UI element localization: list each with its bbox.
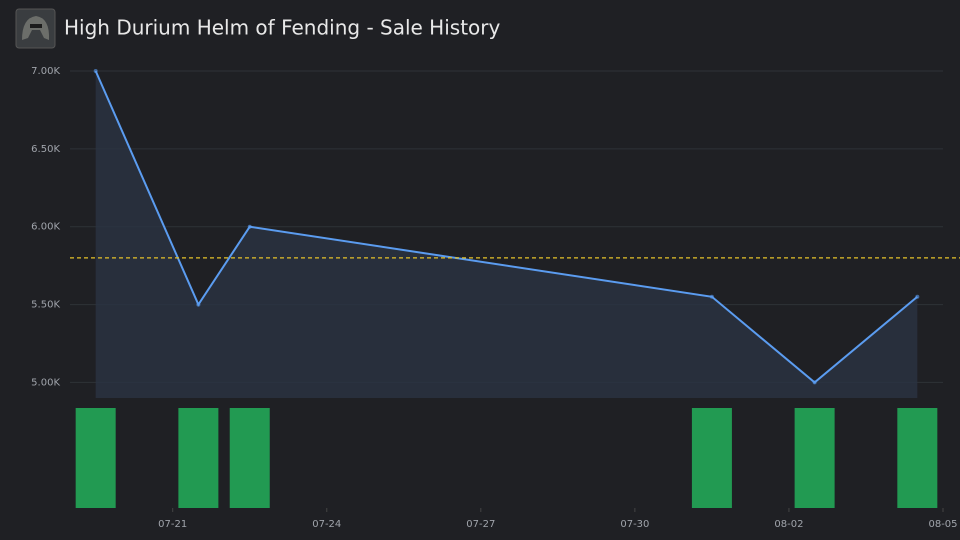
x-tick-label: 08-02 <box>774 519 803 530</box>
y-tick-label: 5.00K <box>31 377 60 388</box>
volume-bar <box>897 408 938 508</box>
price-point <box>247 224 252 229</box>
price-area <box>95 71 918 398</box>
x-tick-label: 07-27 <box>466 519 495 530</box>
volume-bar <box>178 408 219 508</box>
y-tick-label: 5.50K <box>31 300 60 311</box>
volume-bar <box>229 408 270 508</box>
volume-bar <box>75 408 116 508</box>
item-icon <box>15 8 56 49</box>
volume-bar <box>794 408 835 508</box>
x-tick-label: 07-24 <box>312 519 341 530</box>
price-point <box>915 294 920 299</box>
y-tick-label: 6.00K <box>31 222 60 233</box>
chart-title: High Durium Helm of Fending - Sale Histo… <box>64 16 501 40</box>
y-tick-label: 6.50K <box>31 144 60 155</box>
y-tick-label: 7.00K <box>31 66 60 77</box>
price-point <box>709 294 714 299</box>
price-point <box>196 302 201 307</box>
volume-bar <box>691 408 732 508</box>
price-point <box>812 380 817 385</box>
x-tick-label: 08-05 <box>928 519 957 530</box>
price-point <box>93 69 98 73</box>
x-tick-label: 07-21 <box>158 519 187 530</box>
price-line <box>94 70 918 384</box>
x-tick-label: 07-30 <box>620 519 649 530</box>
